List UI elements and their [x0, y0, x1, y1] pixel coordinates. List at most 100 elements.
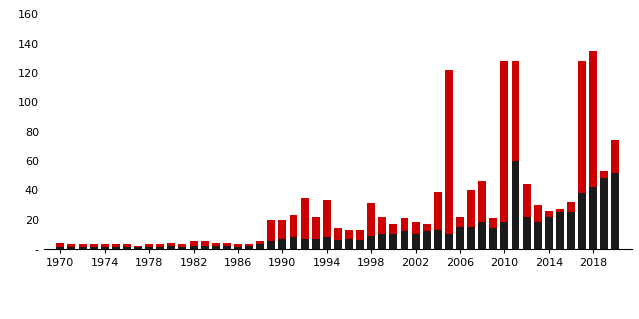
Bar [556, 212, 564, 249]
Bar [467, 227, 475, 249]
Bar [356, 240, 364, 249]
Bar [223, 243, 231, 246]
Bar [289, 237, 298, 249]
Bar [345, 230, 353, 239]
Bar [157, 244, 164, 247]
Bar [589, 187, 597, 249]
Bar [556, 209, 564, 212]
Bar [190, 246, 197, 249]
Bar [456, 227, 464, 249]
Bar [434, 192, 442, 230]
Bar [201, 246, 209, 249]
Bar [367, 236, 375, 249]
Bar [334, 240, 342, 249]
Bar [289, 215, 298, 237]
Bar [312, 217, 320, 239]
Bar [79, 244, 87, 247]
Bar [345, 239, 353, 249]
Bar [68, 244, 75, 247]
Bar [612, 173, 619, 249]
Bar [367, 204, 375, 236]
Bar [423, 224, 431, 231]
Bar [234, 244, 242, 247]
Bar [389, 234, 397, 249]
Bar [212, 243, 220, 246]
Bar [300, 197, 309, 239]
Bar [223, 246, 231, 249]
Bar [312, 239, 320, 249]
Bar [489, 218, 497, 228]
Bar [101, 244, 109, 247]
Bar [378, 217, 387, 234]
Bar [101, 247, 109, 249]
Bar [256, 244, 264, 249]
Bar [201, 241, 209, 246]
Bar [500, 61, 509, 222]
Bar [412, 234, 420, 249]
Bar [112, 244, 120, 247]
Bar [245, 246, 253, 249]
Bar [534, 205, 542, 222]
Bar [279, 239, 286, 249]
Bar [600, 178, 608, 249]
Bar [145, 244, 153, 247]
Bar [523, 217, 530, 249]
Bar [267, 241, 275, 249]
Bar [456, 217, 464, 227]
Bar [256, 241, 264, 244]
Bar [323, 200, 331, 237]
Bar [323, 237, 331, 249]
Bar [178, 247, 187, 249]
Bar [167, 243, 175, 246]
Bar [523, 184, 530, 217]
Bar [567, 202, 575, 212]
Bar [56, 247, 65, 249]
Bar [467, 190, 475, 227]
Bar [534, 222, 542, 249]
Bar [389, 224, 397, 234]
Bar [378, 234, 387, 249]
Bar [478, 182, 486, 222]
Bar [68, 247, 75, 249]
Bar [578, 61, 586, 193]
Bar [245, 244, 253, 246]
Bar [79, 247, 87, 249]
Bar [267, 219, 275, 241]
Bar [423, 231, 431, 249]
Bar [500, 222, 509, 249]
Bar [178, 244, 187, 247]
Bar [89, 247, 98, 249]
Bar [578, 193, 586, 249]
Bar [167, 246, 175, 249]
Bar [589, 51, 597, 187]
Bar [112, 247, 120, 249]
Bar [334, 228, 342, 240]
Bar [489, 228, 497, 249]
Bar [478, 222, 486, 249]
Bar [234, 247, 242, 249]
Legend: Minor to Medium Catastrophes (Secondary Perils), Large Catastrophes (Primary Per: Minor to Medium Catastrophes (Secondary … [46, 317, 535, 319]
Bar [134, 246, 142, 247]
Bar [545, 211, 553, 217]
Bar [356, 230, 364, 240]
Bar [300, 239, 309, 249]
Bar [212, 246, 220, 249]
Bar [145, 247, 153, 249]
Bar [190, 241, 197, 246]
Bar [401, 218, 408, 231]
Bar [567, 212, 575, 249]
Bar [89, 244, 98, 247]
Bar [412, 222, 420, 234]
Bar [401, 231, 408, 249]
Bar [511, 161, 520, 249]
Bar [445, 70, 453, 234]
Bar [279, 219, 286, 239]
Bar [445, 234, 453, 249]
Bar [123, 244, 131, 247]
Bar [545, 217, 553, 249]
Bar [434, 230, 442, 249]
Bar [134, 247, 142, 249]
Bar [56, 243, 65, 247]
Bar [123, 247, 131, 249]
Bar [612, 140, 619, 173]
